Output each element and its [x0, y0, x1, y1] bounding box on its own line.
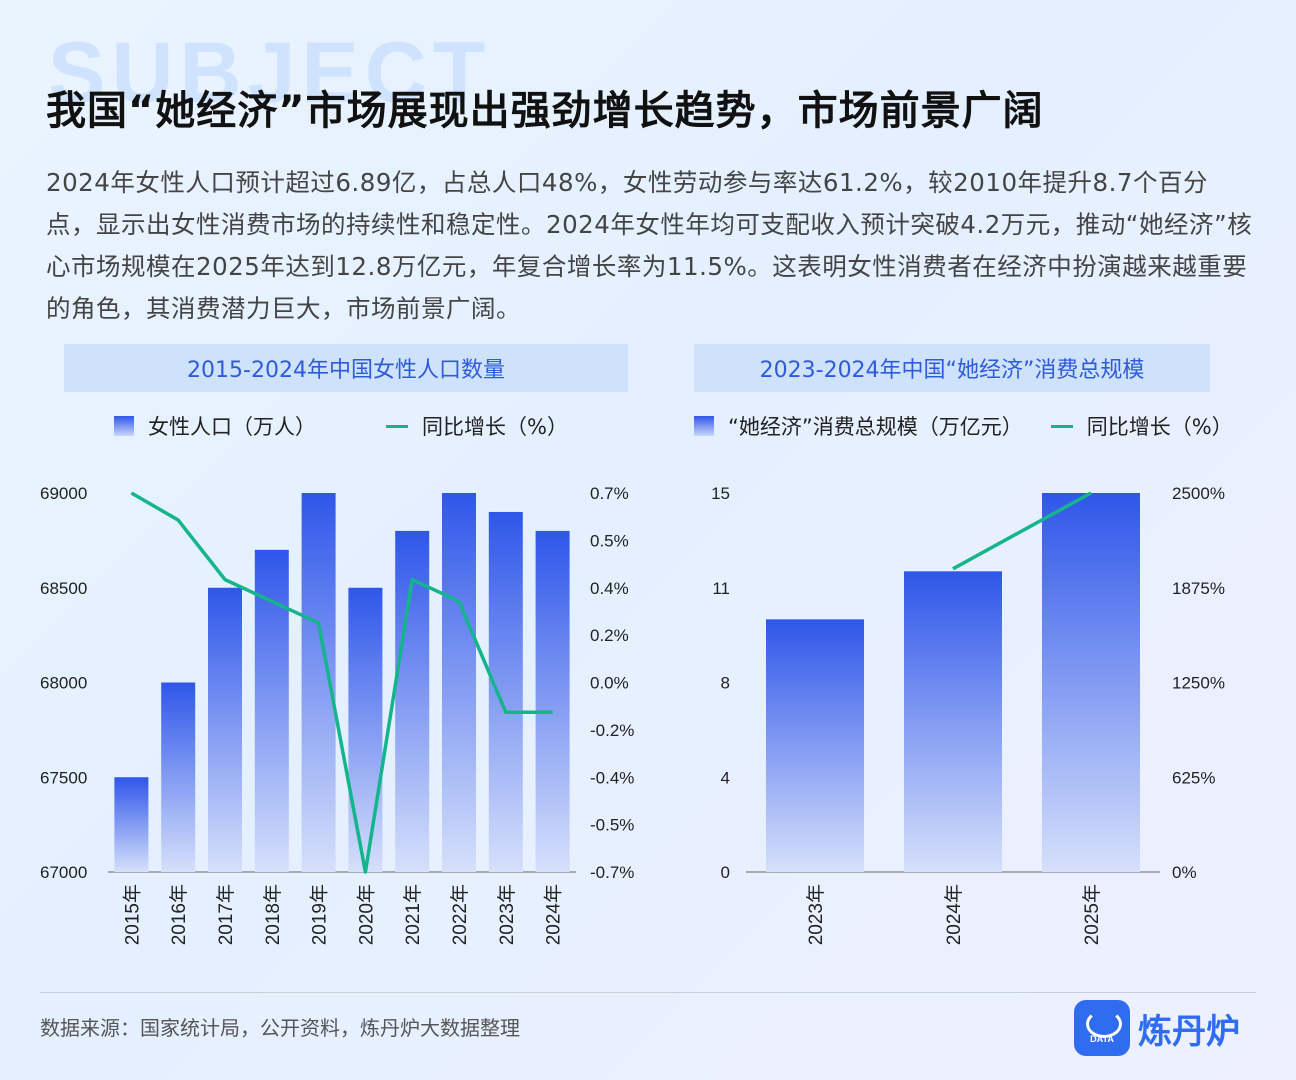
- chart2-ytick-right: 1875%: [1172, 579, 1225, 598]
- chart1-xtick: 2017年: [215, 884, 237, 945]
- chart1-legend: 女性人口（万人） 同比增长（%）: [114, 408, 568, 444]
- chart1-bar: [535, 530, 570, 872]
- chart1-ytick-left: 67500: [40, 768, 87, 787]
- chart1-legend-bar-label: 女性人口（万人）: [148, 415, 316, 439]
- chart2-xtick: 2024年: [943, 884, 965, 945]
- chart2-xtick: 2025年: [1081, 884, 1103, 945]
- logo-text: 炼丹炉: [1138, 1011, 1240, 1052]
- chart1-xtick: 2023年: [496, 884, 518, 945]
- chart2-xtick: 2023年: [805, 884, 827, 945]
- chart1-ytick-right: 0.7%: [590, 484, 629, 503]
- chart1-ytick-left: 68000: [40, 674, 87, 693]
- chart1-ytick-right: 0.2%: [590, 626, 629, 645]
- chart1-xtick: 2021年: [402, 884, 424, 945]
- chart1-xtick: 2016年: [168, 884, 190, 945]
- chart1-bar: [114, 777, 149, 872]
- chart1-xtick: 2020年: [355, 884, 377, 945]
- chart1-ytick-right: 0.4%: [590, 579, 629, 598]
- chart2-ytick-left: 11: [712, 579, 730, 598]
- chart1-xtick: 2015年: [121, 884, 143, 945]
- data-source: 数据来源：国家统计局，公开资料，炼丹炉大数据整理: [40, 1016, 520, 1040]
- chart2-growth-line: [952, 491, 1092, 571]
- chart1-ytick-right: -0.4%: [590, 768, 634, 787]
- chart1-title: 2015-2024年中国女性人口数量: [64, 344, 628, 392]
- chart1-ytick-right: -0.7%: [590, 863, 634, 882]
- chart1-growth-line: [130, 491, 553, 874]
- chart2-legend-bar-label: “她经济”消费总规模（万亿元）: [728, 415, 1023, 439]
- chart1-bar: [442, 493, 476, 872]
- chart1-ytick-right: 0.5%: [590, 531, 629, 550]
- chart2-legend: “她经济”消费总规模（万亿元） 同比增长（%）: [694, 408, 1233, 444]
- bar-swatch-icon: [694, 416, 714, 436]
- footer-divider: [40, 992, 1256, 993]
- chart2-legend-line: 同比增长（%）: [1050, 411, 1233, 441]
- chart2-ytick-right: 625%: [1172, 768, 1215, 787]
- bar-swatch-icon: [114, 416, 134, 436]
- chart2-ytick-left: 15: [711, 484, 730, 503]
- page-description: 2024年女性人口预计超过6.89亿，占总人口48%，女性劳动参与率达61.2%…: [46, 168, 1253, 323]
- chart1-bar: [348, 587, 383, 872]
- chart1-ytick-left: 68500: [40, 579, 87, 598]
- chart1-ytick-right: 0.0%: [590, 674, 629, 693]
- chart1-xtick: 2019年: [309, 884, 331, 945]
- watermark-text: SUBJECT: [48, 25, 492, 121]
- chart2-ytick-right: 0%: [1172, 863, 1197, 882]
- line-swatch-icon: [386, 424, 408, 428]
- chart2-bar: [766, 619, 864, 872]
- chart2-bar: [1042, 493, 1140, 872]
- chart1-legend-bar: 女性人口（万人）: [114, 411, 316, 441]
- logo-badge: DATA: [1090, 1034, 1114, 1044]
- chart2-legend-bar: “她经济”消费总规模（万亿元）: [694, 411, 1023, 441]
- chart1-legend-line-label: 同比增长（%）: [422, 415, 568, 439]
- chart1-ytick-left: 67000: [40, 863, 87, 882]
- chart1-ytick-right: -0.5%: [590, 816, 634, 835]
- chart1-bar: [208, 587, 242, 872]
- chart1-ytick-left: 69000: [40, 484, 87, 503]
- chart2-bar: [904, 571, 1002, 872]
- chart2-ytick-left: 8: [721, 674, 730, 693]
- chart1-bar: [161, 682, 196, 872]
- chart2-ytick-right: 1250%: [1172, 674, 1225, 693]
- brand-logo: DATA 炼丹炉: [1074, 1000, 1240, 1056]
- chart2-title: 2023-2024年中国“她经济”消费总规模: [694, 344, 1210, 392]
- logo-icon: DATA: [1074, 1000, 1130, 1056]
- chart1-xtick: 2024年: [543, 884, 565, 945]
- chart1-ytick-right: -0.2%: [590, 721, 634, 740]
- line-swatch-icon: [1050, 424, 1073, 428]
- chart1-bar: [488, 511, 523, 872]
- chart2-ytick-left: 4: [721, 768, 730, 787]
- page-title: 我国“她经济”市场展现出强劲增长趋势，市场前景广阔: [46, 88, 1044, 134]
- chart1-legend-line: 同比增长（%）: [386, 411, 568, 441]
- chart2-legend-line-label: 同比增长（%）: [1086, 415, 1233, 439]
- chart1-bar: [254, 549, 289, 872]
- chart1-xtick: 2022年: [449, 884, 471, 945]
- chart2-ytick-left: 0: [721, 863, 730, 882]
- chart2-ytick-right: 2500%: [1172, 484, 1225, 503]
- chart1-xtick: 2018年: [262, 884, 284, 945]
